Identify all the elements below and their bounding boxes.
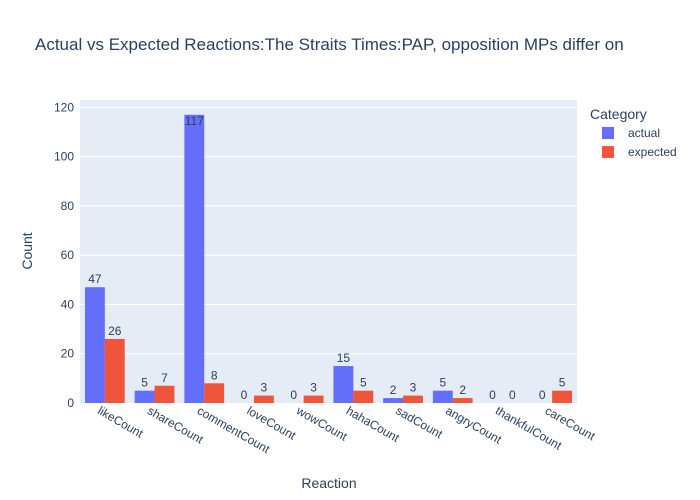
bar-expected-loveCount xyxy=(253,395,274,403)
bar-label: 5 xyxy=(141,376,148,390)
y-tick-label: 80 xyxy=(61,199,75,213)
legend: Category actual expected xyxy=(590,106,677,159)
x-axis-title: Reaction xyxy=(301,475,356,491)
x-tick-label: hahaCount xyxy=(344,403,402,445)
legend-swatch-actual xyxy=(602,127,614,139)
y-tick-label: 100 xyxy=(54,150,74,164)
chart-title: Actual vs Expected Reactions:The Straits… xyxy=(35,35,624,54)
bar-label: 5 xyxy=(439,376,446,390)
x-axis-ticks: likeCount shareCountcommentCountloveCount… xyxy=(95,403,598,457)
legend-title: Category xyxy=(590,106,647,122)
y-tick-label: 60 xyxy=(61,248,75,262)
bar-label: 0 xyxy=(290,388,297,402)
legend-label-actual: actual xyxy=(628,126,660,140)
bar-label: 0 xyxy=(539,388,546,402)
bar-actual-shareCount xyxy=(134,390,155,403)
y-axis-title: Count xyxy=(19,232,35,269)
bar-actual-sadCount xyxy=(383,398,404,403)
bar-label: 0 xyxy=(489,388,496,402)
y-tick-label: 40 xyxy=(61,297,75,311)
bar-label: 26 xyxy=(108,324,122,338)
plot-area xyxy=(80,100,577,403)
y-axis-ticks: 0 20 40 60 80 100 120 xyxy=(54,100,74,410)
bar-label: 2 xyxy=(459,383,466,397)
bar-label: 8 xyxy=(211,368,218,382)
bar-label: 5 xyxy=(559,376,566,390)
bar-expected-commentCount xyxy=(204,383,225,403)
bar-expected-shareCount xyxy=(154,385,175,403)
bar-expected-sadCount xyxy=(403,395,423,403)
bar-actual-hahaCount xyxy=(333,366,354,403)
bar-label: 0 xyxy=(509,388,516,402)
bar-label: 47 xyxy=(88,272,102,286)
x-tick-label: wowCount xyxy=(293,403,350,444)
bar-expected-angryCount xyxy=(452,398,473,403)
bar-actual-angryCount xyxy=(432,390,453,403)
bar-actual-commentCount xyxy=(184,114,205,403)
legend-label-expected: expected xyxy=(628,145,677,159)
bar-label: 0 xyxy=(241,388,248,402)
bar-label: 5 xyxy=(360,376,367,390)
y-tick-label: 20 xyxy=(61,347,75,361)
y-tick-label: 0 xyxy=(67,396,74,410)
bar-expected-careCount xyxy=(552,390,573,403)
bar-actual-likeCount xyxy=(84,287,105,403)
bar-expected-likeCount xyxy=(104,338,125,403)
x-tick-label: likeCount xyxy=(95,403,146,440)
bars xyxy=(84,114,573,403)
bar-expected-wowCount xyxy=(303,395,324,403)
bar-label: 3 xyxy=(410,381,417,395)
bar-label: 3 xyxy=(261,381,268,395)
gridlines xyxy=(80,106,577,355)
x-tick-label: sadCount xyxy=(394,403,446,441)
bar-label: 3 xyxy=(310,381,317,395)
bar-label: 117 xyxy=(185,114,204,128)
bar-label: 7 xyxy=(161,371,168,385)
y-tick-label: 120 xyxy=(54,100,74,114)
bar-label: 15 xyxy=(337,351,351,365)
legend-swatch-expected xyxy=(602,146,614,158)
bar-label: 2 xyxy=(390,383,397,397)
bar-expected-hahaCount xyxy=(353,390,374,403)
